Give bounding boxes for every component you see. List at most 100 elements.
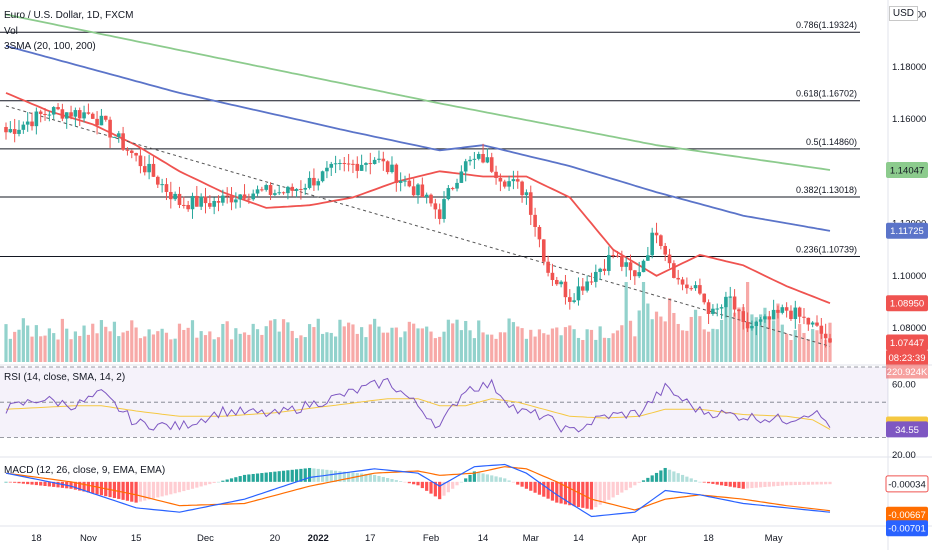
candle[interactable]	[559, 281, 563, 285]
sma100-line[interactable]	[5, 45, 831, 232]
candle[interactable]	[47, 114, 52, 116]
candle[interactable]	[190, 195, 195, 210]
candle[interactable]	[494, 171, 498, 179]
candle[interactable]	[8, 129, 13, 133]
candle[interactable]	[589, 281, 594, 283]
candle[interactable]	[702, 293, 707, 303]
candle[interactable]	[750, 325, 754, 329]
candle[interactable]	[528, 192, 533, 215]
candle[interactable]	[585, 281, 589, 291]
candle[interactable]	[541, 239, 546, 262]
candle[interactable]	[234, 199, 238, 203]
candle[interactable]	[164, 184, 169, 192]
candle[interactable]	[706, 302, 711, 314]
candle[interactable]	[676, 277, 681, 280]
candle[interactable]	[550, 272, 555, 281]
candle[interactable]	[680, 279, 685, 285]
candle[interactable]	[25, 121, 30, 125]
candle[interactable]	[372, 159, 377, 164]
candle[interactable]	[637, 272, 641, 277]
candle[interactable]	[177, 193, 182, 205]
candle[interactable]	[806, 317, 811, 325]
candle[interactable]	[147, 163, 151, 173]
candle[interactable]	[64, 112, 69, 119]
candle[interactable]	[264, 185, 269, 190]
currency-button[interactable]: USD	[888, 6, 918, 21]
candle[interactable]	[659, 235, 663, 246]
candle[interactable]	[685, 284, 689, 289]
candle[interactable]	[208, 203, 212, 207]
candle[interactable]	[242, 194, 247, 199]
candle[interactable]	[381, 158, 386, 162]
candle[interactable]	[502, 181, 507, 187]
candle[interactable]	[385, 161, 390, 173]
candle[interactable]	[459, 171, 464, 183]
candle[interactable]	[767, 316, 772, 320]
macd-signal-line[interactable]	[5, 466, 831, 512]
candle[interactable]	[654, 232, 659, 236]
candle[interactable]	[199, 196, 203, 207]
candle[interactable]	[90, 113, 95, 119]
candle[interactable]	[789, 310, 793, 320]
candle[interactable]	[416, 184, 420, 196]
candle[interactable]	[286, 186, 290, 194]
candle[interactable]	[672, 263, 676, 278]
candle[interactable]	[442, 199, 446, 219]
candle[interactable]	[810, 322, 815, 325]
candle[interactable]	[99, 115, 104, 126]
candle[interactable]	[594, 271, 598, 282]
candle[interactable]	[21, 124, 26, 130]
candle[interactable]	[320, 171, 325, 182]
candle[interactable]	[819, 325, 824, 334]
candle[interactable]	[763, 316, 767, 320]
candle[interactable]	[60, 109, 65, 119]
candle[interactable]	[758, 319, 763, 322]
candle[interactable]	[290, 186, 295, 191]
candle[interactable]	[724, 296, 728, 308]
candle[interactable]	[82, 112, 86, 119]
candle[interactable]	[698, 285, 702, 294]
sma-legend[interactable]: 3SMA (20, 100, 200)	[4, 41, 96, 52]
candle[interactable]	[77, 110, 82, 119]
candle[interactable]	[116, 133, 121, 137]
candle[interactable]	[69, 112, 73, 117]
candle[interactable]	[711, 308, 715, 314]
candle[interactable]	[455, 182, 459, 189]
candle[interactable]	[563, 281, 568, 298]
candle[interactable]	[73, 110, 78, 117]
candle[interactable]	[511, 179, 516, 182]
candle[interactable]	[507, 181, 511, 187]
candle[interactable]	[602, 268, 607, 271]
candle[interactable]	[138, 155, 143, 167]
candle[interactable]	[737, 309, 741, 312]
candle[interactable]	[581, 286, 585, 291]
candle[interactable]	[333, 163, 338, 165]
candle[interactable]	[238, 194, 242, 200]
sma20-line[interactable]	[5, 92, 831, 305]
candle[interactable]	[155, 176, 160, 185]
candle[interactable]	[780, 307, 785, 313]
candle[interactable]	[628, 262, 633, 271]
candle[interactable]	[667, 254, 672, 264]
candle[interactable]	[520, 181, 524, 196]
candle[interactable]	[433, 203, 438, 210]
candle[interactable]	[173, 193, 177, 200]
candle[interactable]	[216, 201, 221, 203]
candle[interactable]	[103, 115, 108, 120]
candle[interactable]	[693, 285, 698, 289]
candle[interactable]	[34, 111, 39, 127]
candle[interactable]	[294, 188, 299, 191]
candle[interactable]	[299, 188, 303, 190]
candle[interactable]	[307, 177, 312, 188]
candle[interactable]	[641, 260, 646, 273]
candle[interactable]	[481, 153, 485, 163]
candle[interactable]	[650, 232, 654, 256]
candle[interactable]	[108, 119, 112, 138]
candle[interactable]	[303, 187, 308, 190]
trend-line[interactable]	[5, 105, 831, 347]
candle[interactable]	[312, 177, 316, 186]
candle[interactable]	[260, 189, 264, 191]
candle[interactable]	[624, 262, 628, 267]
candle[interactable]	[17, 129, 21, 134]
candle[interactable]	[607, 255, 611, 271]
